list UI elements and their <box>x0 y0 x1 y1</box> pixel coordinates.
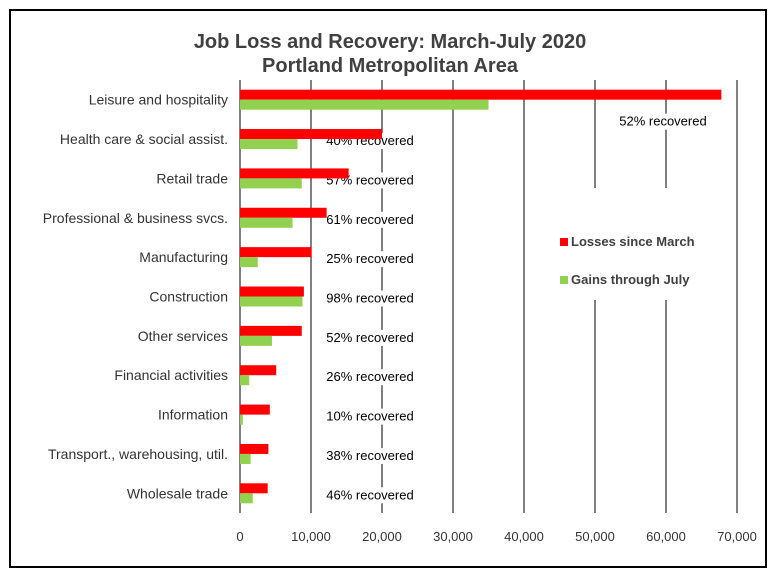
category-label: Financial activities <box>114 367 228 383</box>
category-label-layer: Leisure and hospitality Health care & soc… <box>43 92 228 502</box>
gain-bar-6 <box>240 335 272 346</box>
recovery-annotation: 98% recovered <box>326 291 413 306</box>
recovery-annotation: 52% recovered <box>619 114 706 129</box>
gain-bar-2 <box>240 178 302 189</box>
loss-bar-10 <box>240 483 268 494</box>
legend-label: Losses since March <box>571 234 695 249</box>
gain-bar-1 <box>240 139 298 150</box>
loss-bar-7 <box>240 365 277 376</box>
loss-bar-4 <box>240 247 312 258</box>
annotation-bg-7 <box>319 369 421 386</box>
chart-title: Job Loss and Recovery: March-July 2020 <box>194 31 586 53</box>
legend-label: Gains through July <box>571 272 690 287</box>
legend-swatch-1 <box>560 276 568 284</box>
gain-bar-0 <box>240 99 489 110</box>
recovery-annotation: 10% recovered <box>326 409 413 424</box>
loss-bar-9 <box>240 443 269 454</box>
x-tick-label: 30,000 <box>433 529 473 544</box>
x-tick-label: 0 <box>236 529 243 544</box>
gain-bar-3 <box>240 217 293 228</box>
annotation-bg-5 <box>319 290 421 307</box>
category-label: Information <box>158 407 228 423</box>
loss-bar-0 <box>240 89 722 100</box>
category-label: Transport., warehousing, util. <box>48 446 228 462</box>
loss-bar-1 <box>240 129 382 140</box>
loss-bar-3 <box>240 207 327 218</box>
annotation-bg-8 <box>319 408 421 425</box>
legend-background <box>550 188 710 300</box>
chart-subtitle: Portland Metropolitan Area <box>262 55 519 77</box>
loss-bar-8 <box>240 404 270 415</box>
annotation-bg-3 <box>319 211 421 228</box>
recovery-annotation: 26% recovered <box>326 369 413 384</box>
category-label: Other services <box>138 328 228 344</box>
loss-bar-6 <box>240 325 302 336</box>
annotation-bg-4 <box>319 251 421 268</box>
category-label: Leisure and hospitality <box>89 92 228 108</box>
annotation-bg-9 <box>319 447 421 464</box>
category-label: Retail trade <box>156 170 228 186</box>
x-tick-layer: 0 10,000 20,000 30,000 40,000 50,000 60,000 70,… <box>236 529 757 544</box>
recovery-annotation: 52% recovered <box>326 330 413 345</box>
recovery-annotation: 46% recovered <box>326 487 413 502</box>
category-label: Manufacturing <box>139 249 228 265</box>
x-tick-label: 20,000 <box>362 529 402 544</box>
legend-swatch-0 <box>560 238 568 246</box>
x-tick-label: 10,000 <box>291 529 331 544</box>
annotation-bg-6 <box>319 329 421 346</box>
x-tick-label: 50,000 <box>575 529 615 544</box>
gain-bar-7 <box>240 375 250 386</box>
category-label: Construction <box>149 289 228 305</box>
annotation-bg-0 <box>612 113 714 130</box>
gain-bar-8 <box>240 414 243 425</box>
recovery-annotation: 61% recovered <box>326 212 413 227</box>
gain-bar-4 <box>240 257 258 268</box>
x-tick-label: 60,000 <box>646 529 686 544</box>
gain-bar-5 <box>240 296 303 307</box>
loss-bar-5 <box>240 286 304 297</box>
x-tick-label: 40,000 <box>504 529 544 544</box>
category-label: Wholesale trade <box>127 485 228 501</box>
recovery-annotation: 25% recovered <box>326 251 413 266</box>
x-tick-label: 70,000 <box>717 529 757 544</box>
legend: Losses since March Gains through July <box>550 188 710 300</box>
annotation-bg-10 <box>319 487 421 504</box>
loss-bar-2 <box>240 168 349 179</box>
recovery-annotation: 38% recovered <box>326 448 413 463</box>
category-label: Health care & social assist. <box>60 131 228 147</box>
gain-bar-9 <box>240 453 251 464</box>
category-label: Professional & business svcs. <box>43 210 228 226</box>
gain-bar-10 <box>240 493 253 504</box>
bar-layer <box>240 89 722 504</box>
